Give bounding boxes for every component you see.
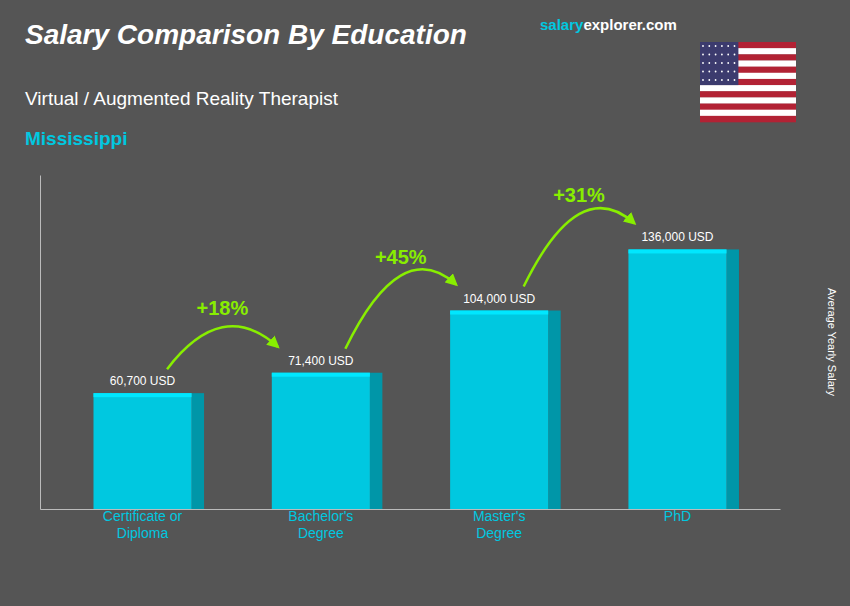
- change-label: +31%: [553, 184, 605, 206]
- flag-star: [721, 71, 723, 73]
- bars: [93, 249, 738, 509]
- bar-top: [628, 249, 726, 253]
- flag-star: [708, 54, 710, 56]
- flag-star: [727, 45, 729, 47]
- flag-stripe: [700, 97, 796, 103]
- flag-star: [702, 71, 704, 73]
- flag-star: [734, 71, 736, 73]
- flag-star: [727, 71, 729, 73]
- bar-top: [450, 311, 548, 315]
- bar-side: [370, 373, 382, 509]
- flag-star: [721, 54, 723, 56]
- y-axis-line: [40, 176, 41, 510]
- background: [0, 0, 850, 606]
- x-tick-label-line: Certificate or: [103, 508, 183, 524]
- bar: [628, 249, 726, 509]
- bar: [272, 373, 370, 509]
- flag-star: [721, 45, 723, 47]
- source-part: explorer.com: [583, 16, 676, 33]
- flag-star: [702, 62, 704, 64]
- plot: Certificate orDiplomaBachelor'sDegreeMas…: [41, 176, 781, 541]
- x-tick: Certificate orDiploma: [103, 508, 183, 541]
- flag-star: [727, 79, 729, 81]
- x-tick-label-line: Degree: [298, 525, 344, 541]
- bar-top: [93, 393, 191, 397]
- x-tick-label-line: PhD: [664, 508, 691, 524]
- x-tick-label-line: Diploma: [117, 525, 169, 541]
- bar: [450, 311, 548, 509]
- chart: Salary Comparison By Education Virtual / …: [0, 0, 850, 606]
- flag-stripe: [700, 91, 796, 97]
- flag-stripe: [700, 85, 796, 91]
- flag-star: [715, 79, 717, 81]
- flag-star: [702, 79, 704, 81]
- flag-star: [715, 54, 717, 56]
- flag-star: [715, 45, 717, 47]
- flag-stripe: [700, 104, 796, 110]
- x-tick-label-line: Degree: [476, 525, 522, 541]
- flag-star: [715, 71, 717, 73]
- change-label: +18%: [197, 297, 249, 319]
- x-tick-label: Bachelor'sDegree: [288, 508, 353, 541]
- flag-star: [734, 54, 736, 56]
- flag-star: [727, 54, 729, 56]
- data-label: 104,000 USD: [463, 292, 535, 306]
- source-part: salary: [540, 16, 584, 33]
- y-axis: [40, 176, 41, 510]
- bar-side: [727, 249, 739, 509]
- x-tick-label: Certificate orDiploma: [103, 508, 183, 541]
- subtitle: Virtual / Augmented Reality Therapist: [25, 88, 339, 109]
- flag-star: [708, 79, 710, 81]
- flag-star: [734, 45, 736, 47]
- title: Salary Comparison By Education: [25, 19, 467, 50]
- flag-star: [702, 54, 704, 56]
- bar-side: [192, 393, 204, 509]
- change-arrow: [524, 208, 635, 286]
- flag-star: [708, 71, 710, 73]
- change-arrow: [345, 269, 456, 348]
- source: salaryexplorer.com: [540, 16, 677, 33]
- flag-star: [715, 62, 717, 64]
- flag-star: [721, 79, 723, 81]
- flag-star: [734, 79, 736, 81]
- x-tick-label: PhD: [664, 508, 691, 524]
- bar: [93, 393, 191, 509]
- annotations: +18% +45% +31%: [167, 184, 634, 369]
- change-label: +45%: [375, 246, 427, 268]
- data-label: 71,400 USD: [288, 354, 354, 368]
- x-tick: PhD: [664, 508, 691, 524]
- bar-top: [272, 373, 370, 377]
- flag-star: [708, 45, 710, 47]
- flag-stripe: [700, 110, 796, 116]
- flag-star: [721, 62, 723, 64]
- x-tick-label-line: Bachelor's: [288, 508, 353, 524]
- flag-canton: [700, 42, 738, 85]
- data-label: 136,000 USD: [641, 230, 713, 244]
- bar-side: [548, 311, 560, 509]
- y-axis-title: Average Yearly Salary: [826, 288, 838, 397]
- x-tick-label: Master'sDegree: [473, 508, 525, 541]
- change-arrow: [167, 326, 278, 369]
- flag: [700, 42, 796, 122]
- data-label: 60,700 USD: [110, 374, 176, 388]
- flag-stripe: [700, 116, 796, 122]
- x-tick: Master'sDegree: [473, 508, 525, 541]
- flag-star: [702, 45, 704, 47]
- subtitle: Mississippi: [25, 128, 127, 149]
- flag-star: [708, 62, 710, 64]
- flag-star: [734, 62, 736, 64]
- x-axis: Certificate orDiplomaBachelor'sDegreeMas…: [41, 508, 781, 541]
- x-tick-label-line: Master's: [473, 508, 525, 524]
- x-tick: Bachelor'sDegree: [288, 508, 353, 541]
- flag-star: [727, 62, 729, 64]
